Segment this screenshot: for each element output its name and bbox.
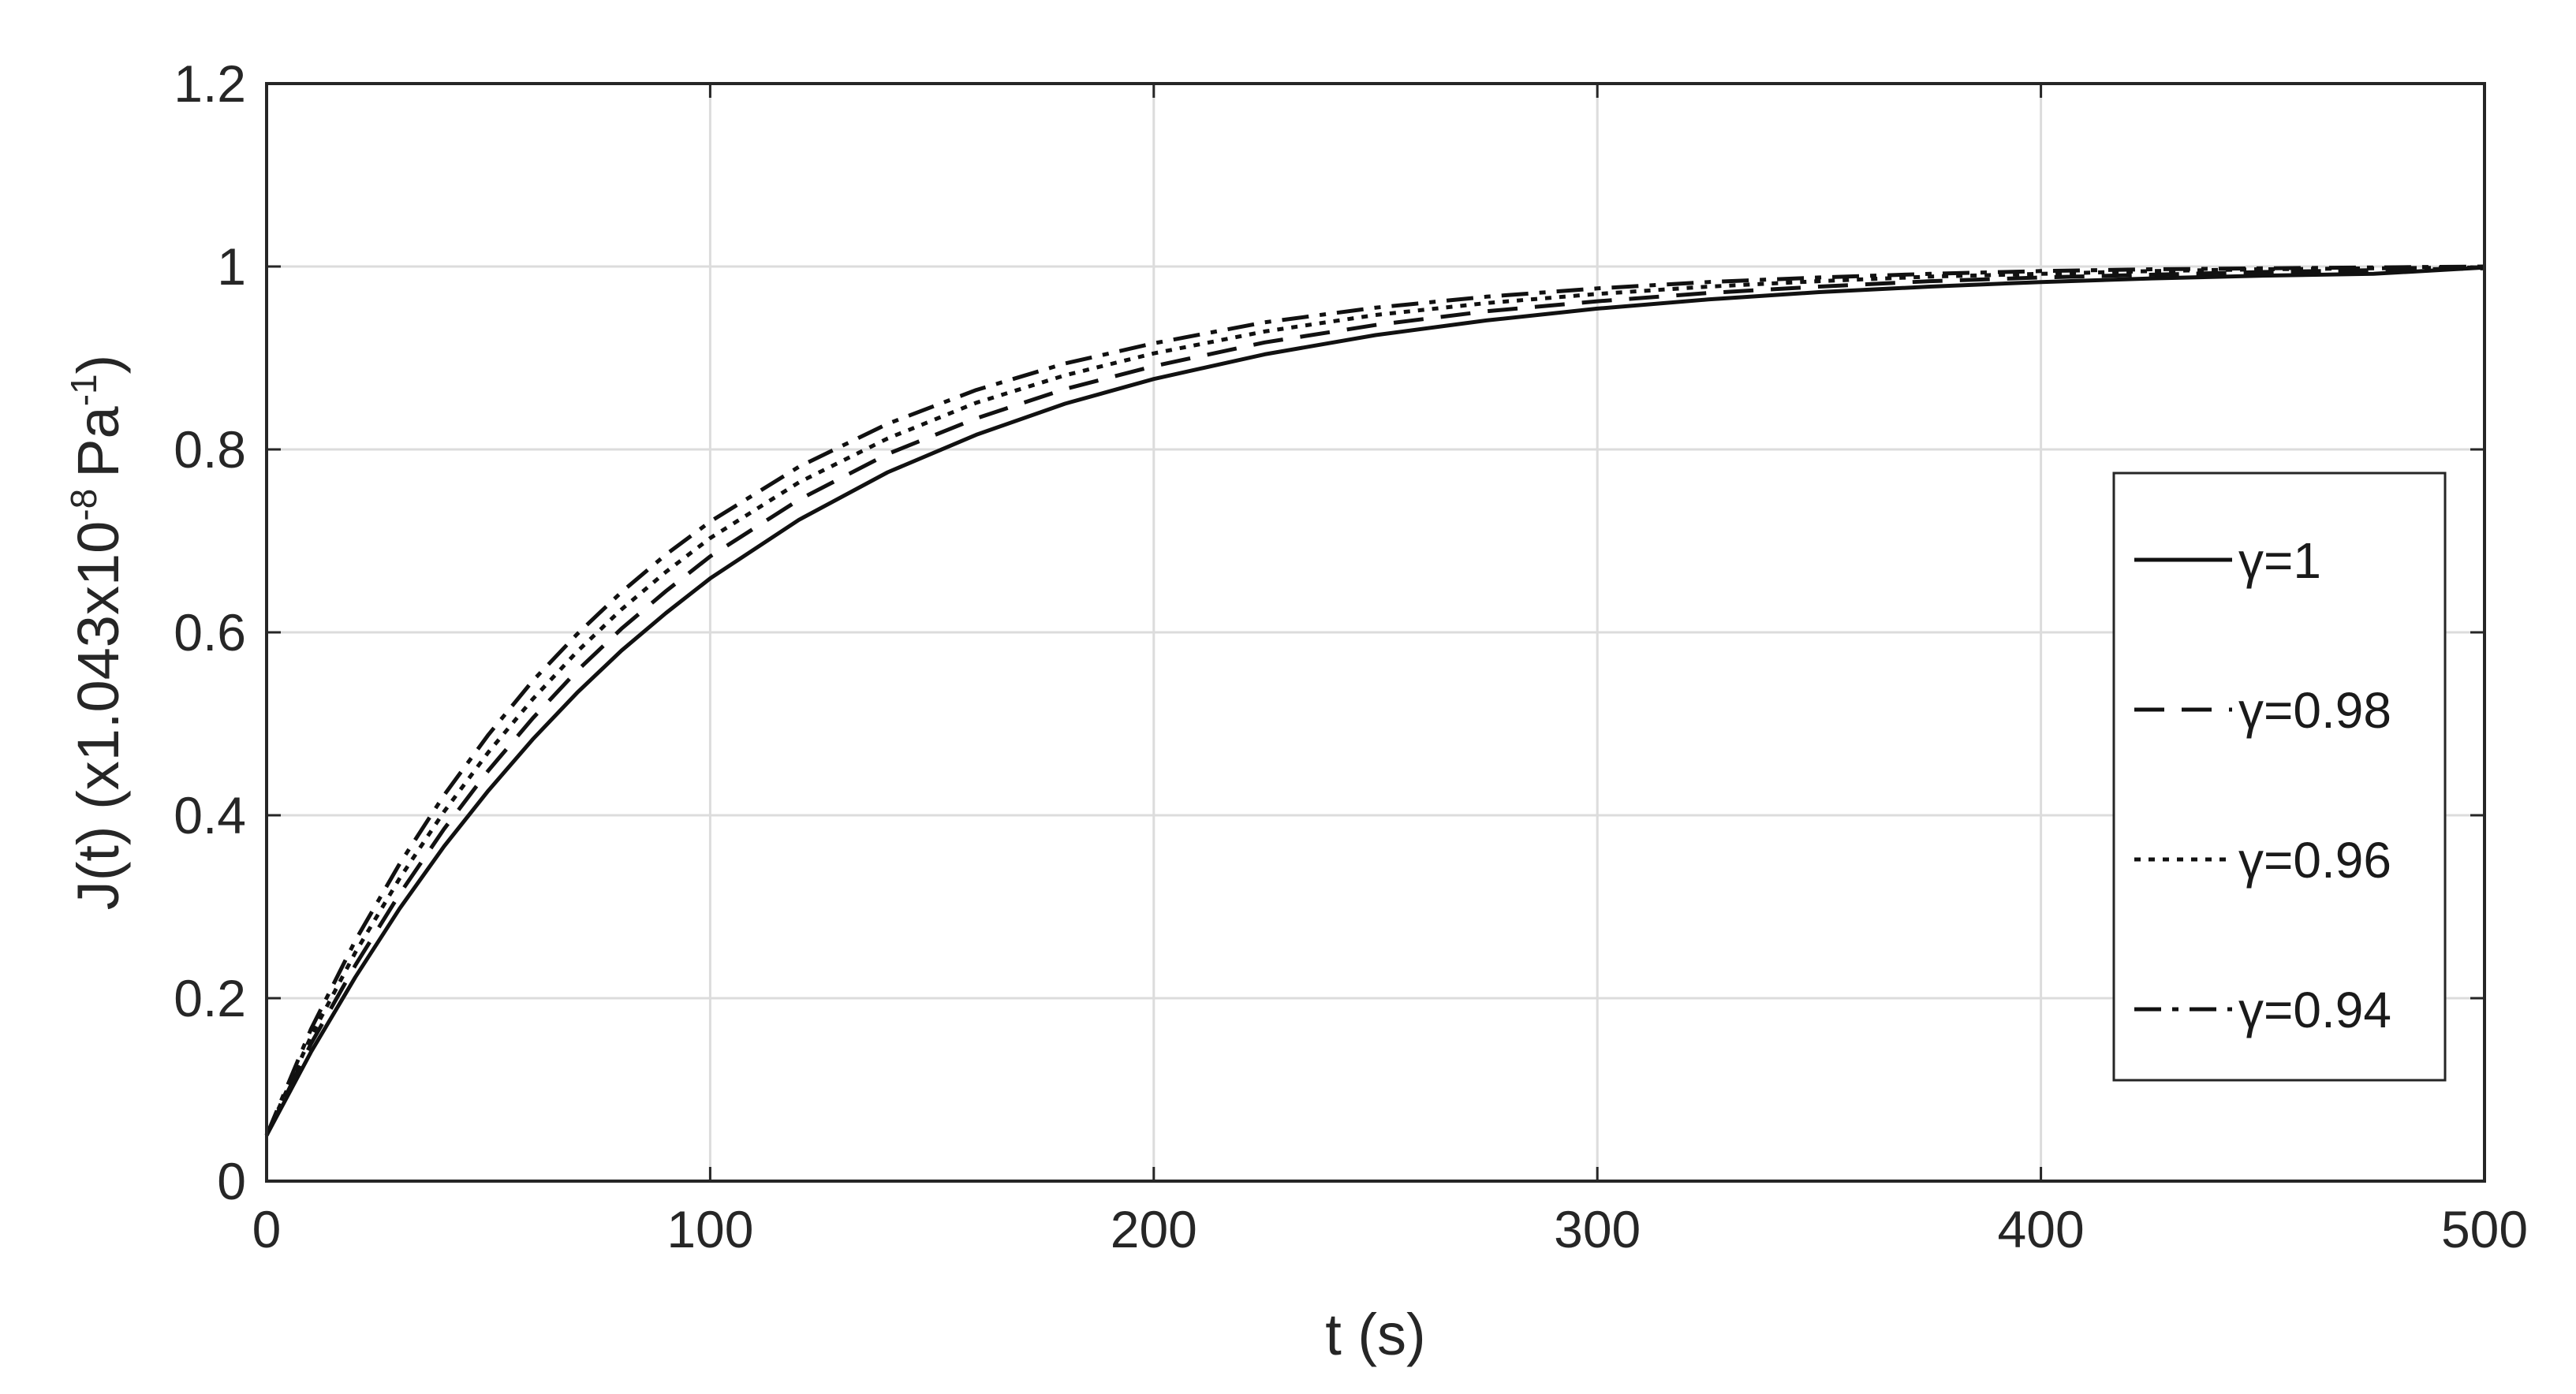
x-tick-label-2: 200	[1111, 1200, 1197, 1258]
x-tick-label-4: 400	[1998, 1200, 2085, 1258]
x-tick-label-3: 300	[1554, 1200, 1641, 1258]
y-axis-label-sup2: -1	[63, 374, 104, 406]
series-line-2	[264, 265, 2485, 1137]
plot-frame	[265, 82, 2486, 1183]
series-line-3	[264, 264, 2485, 1136]
x-tick-label-1: 100	[666, 1200, 753, 1258]
x-tick-label-0: 0	[252, 1200, 282, 1258]
y-tick-label-4: 0.8	[174, 420, 246, 479]
y-tick-label-6: 1.2	[174, 54, 246, 113]
plot-area	[264, 264, 2485, 1137]
legend-label-0: γ=1	[2238, 532, 2321, 589]
y-tick-label-2: 0.4	[174, 786, 246, 844]
y-axis-label: J(t) (x1.043x10-8 Pa-1)	[63, 355, 131, 911]
y-tick-label-3: 0.6	[174, 603, 246, 662]
legend-label-2: γ=0.96	[2238, 832, 2391, 889]
series-line-1	[264, 266, 2485, 1137]
legend: γ=1 γ=0.98 γ=0.96 γ=0.94	[2112, 472, 2447, 1082]
legend-label-1: γ=0.98	[2238, 682, 2391, 739]
y-axis-label-main: J(t) (x1.043x10	[65, 521, 131, 911]
legend-box	[2112, 472, 2447, 1082]
y-tick-label-1: 0.2	[174, 969, 246, 1027]
x-axis-label: t (s)	[1325, 1302, 1425, 1367]
tick-labels: 0 100 200 300 400 500 0 0.2 0.4 0.6 0.8 1 1.2	[174, 54, 2528, 1258]
y-tick-label-0: 0	[217, 1152, 246, 1210]
y-axis-label-sup1: -8	[63, 489, 104, 521]
legend-label-3: γ=0.94	[2238, 982, 2391, 1038]
y-tick-label-5: 1	[217, 237, 246, 296]
series-line-0	[264, 265, 2485, 1137]
y-axis-label-close: )	[65, 355, 131, 375]
x-tick-label-5: 500	[2441, 1200, 2528, 1258]
y-axis-label-unit: Pa	[65, 405, 131, 477]
